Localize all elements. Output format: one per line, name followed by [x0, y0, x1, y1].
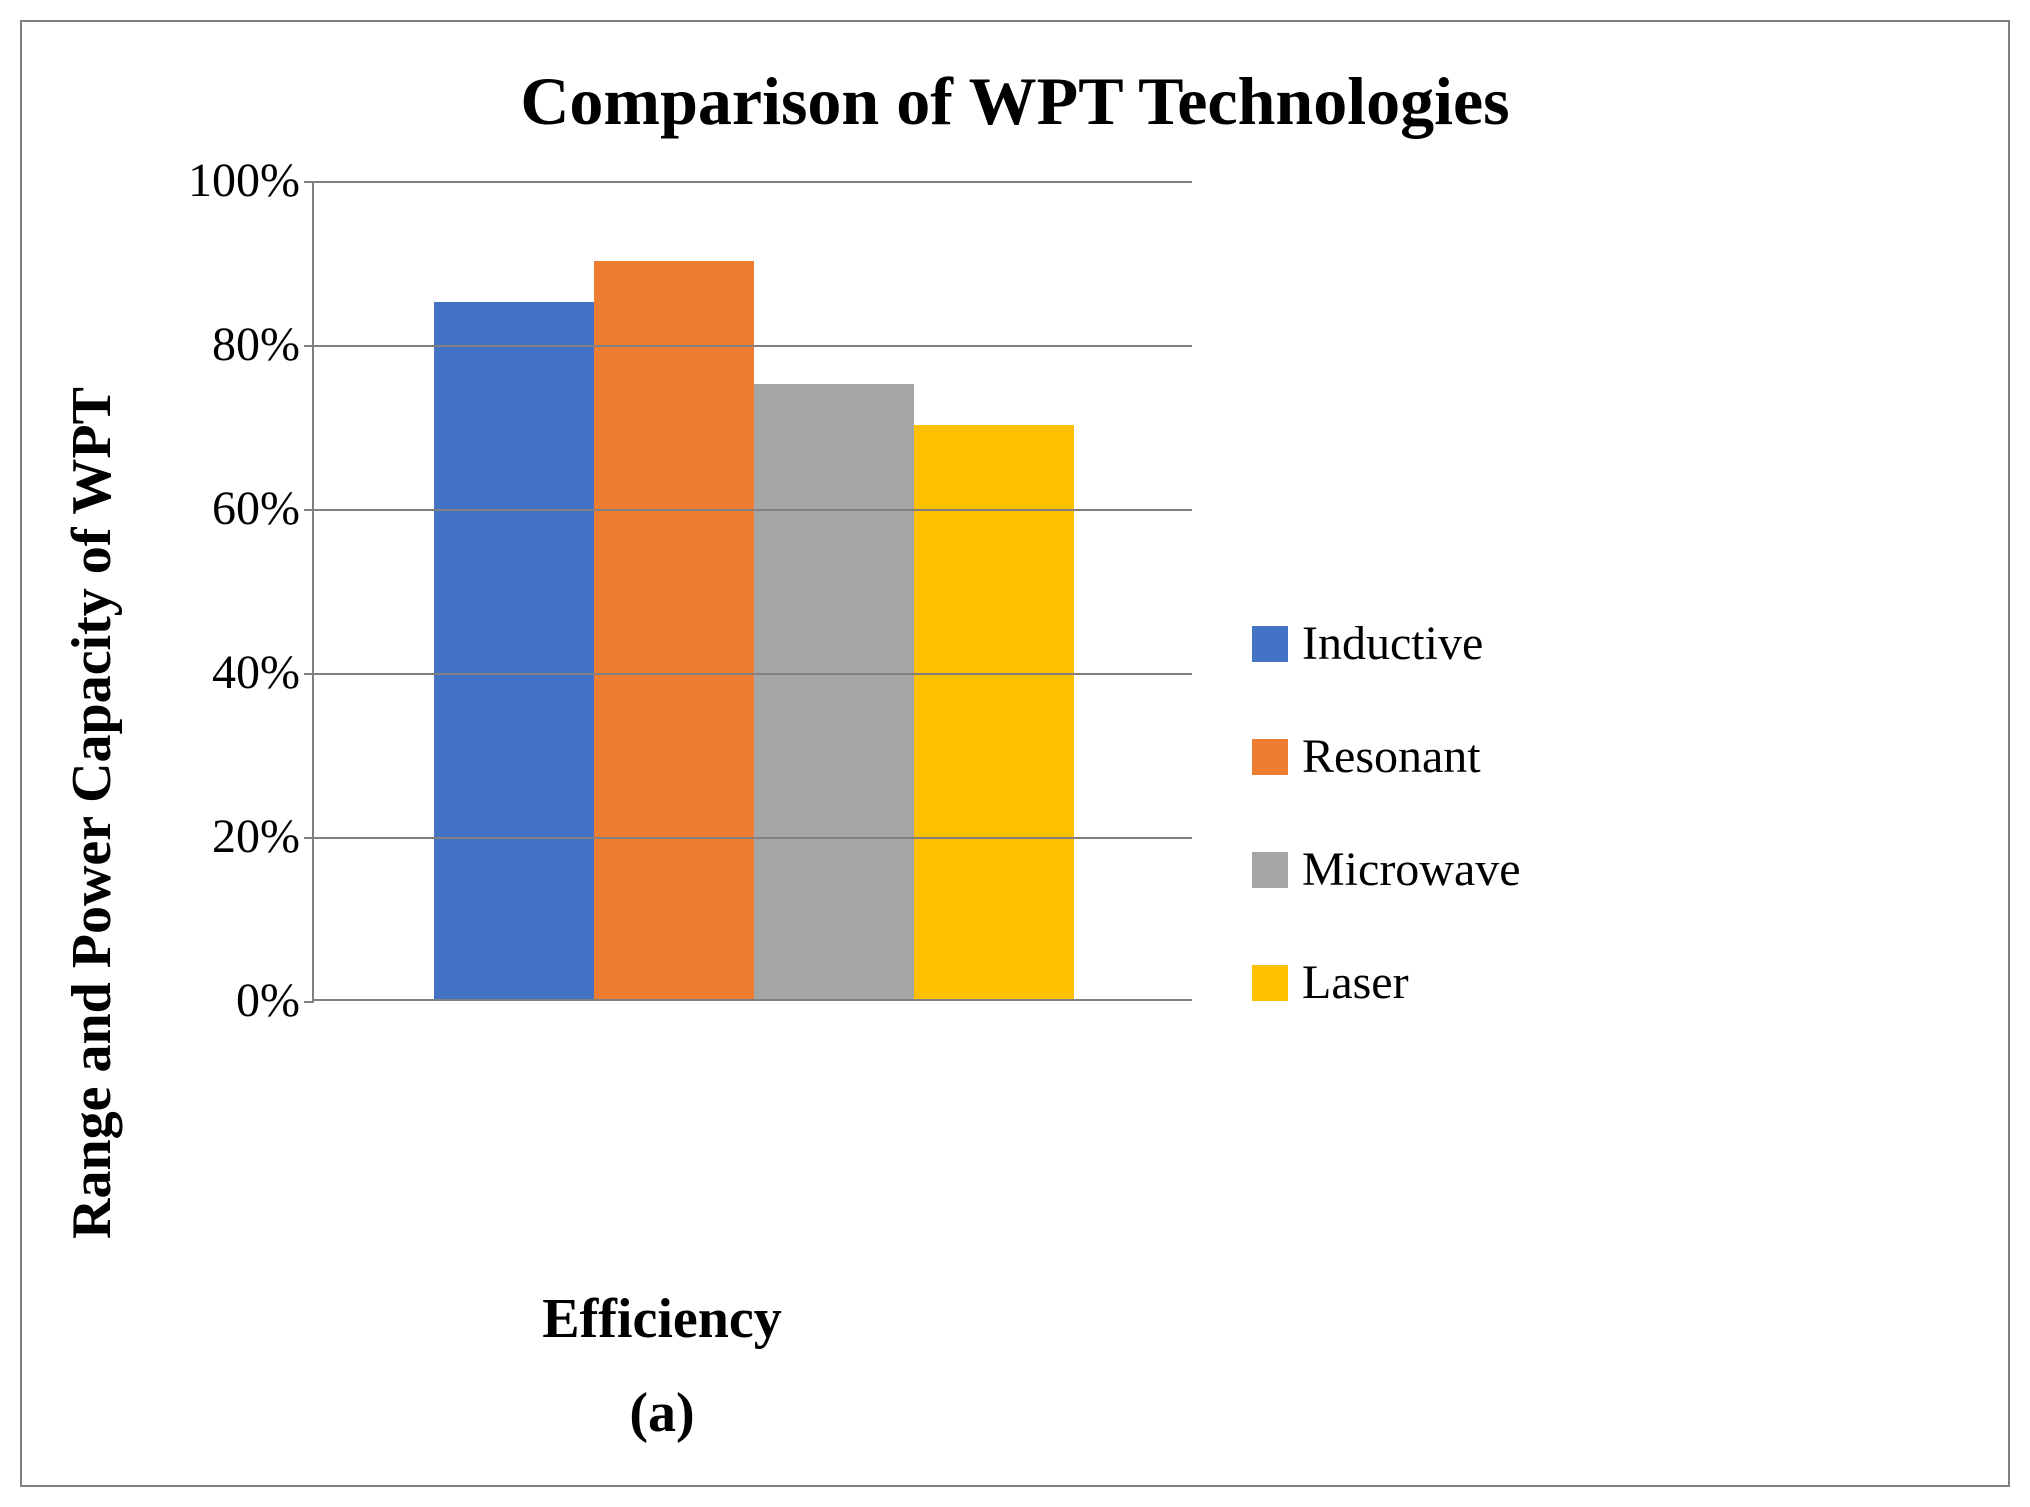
x-axis-label: Efficiency [132, 1287, 1192, 1351]
tick-mark [304, 181, 314, 183]
y-tick: 40% [212, 649, 300, 697]
legend-label: Laser [1302, 955, 1409, 1010]
legend-swatch [1252, 852, 1288, 888]
legend-label: Microwave [1302, 842, 1521, 897]
sub-label: (a) [132, 1381, 1192, 1445]
y-axis-ticks: 100%80%60%40%20%0% [132, 181, 312, 1001]
tick-mark [304, 1001, 314, 1003]
legend-item-microwave: Microwave [1252, 842, 1521, 897]
bar-microwave [754, 384, 914, 999]
y-tick: 100% [188, 157, 300, 205]
legend-label: Inductive [1302, 616, 1483, 671]
grid-line [314, 345, 1192, 347]
tick-mark [304, 837, 314, 839]
tick-mark [304, 673, 314, 675]
chart-title: Comparison of WPT Technologies [52, 62, 1978, 141]
legend-item-laser: Laser [1252, 955, 1521, 1010]
grid-line [314, 673, 1192, 675]
legend: Inductive Resonant Microwave Laser [1192, 181, 1541, 1445]
bars-group [314, 181, 1192, 999]
tick-mark [304, 345, 314, 347]
bar-laser [914, 425, 1074, 999]
grid-line [314, 181, 1192, 183]
plot-row: 100%80%60%40%20%0% [132, 181, 1192, 1247]
grid-line [314, 509, 1192, 511]
y-axis-label-wrap: Range and Power Capacity of WPT [52, 181, 132, 1445]
legend-swatch [1252, 739, 1288, 775]
plot-area [312, 181, 1192, 1001]
legend-item-resonant: Resonant [1252, 729, 1521, 784]
bar-resonant [594, 261, 754, 999]
tick-mark [304, 509, 314, 511]
legend-swatch [1252, 965, 1288, 1001]
plot-column: 100%80%60%40%20%0% Efficiency (a) [132, 181, 1192, 1445]
legend-label: Resonant [1302, 729, 1481, 784]
legend-swatch [1252, 626, 1288, 662]
chart-container: Comparison of WPT Technologies Range and… [20, 20, 2010, 1487]
bar-inductive [434, 302, 594, 999]
chart-body: Range and Power Capacity of WPT 100%80%6… [52, 181, 1978, 1445]
y-axis-label: Range and Power Capacity of WPT [60, 387, 124, 1239]
y-tick: 60% [212, 485, 300, 533]
y-tick: 20% [212, 813, 300, 861]
legend-item-inductive: Inductive [1252, 616, 1521, 671]
grid-line [314, 837, 1192, 839]
y-tick: 80% [212, 321, 300, 369]
y-tick: 0% [236, 977, 300, 1025]
